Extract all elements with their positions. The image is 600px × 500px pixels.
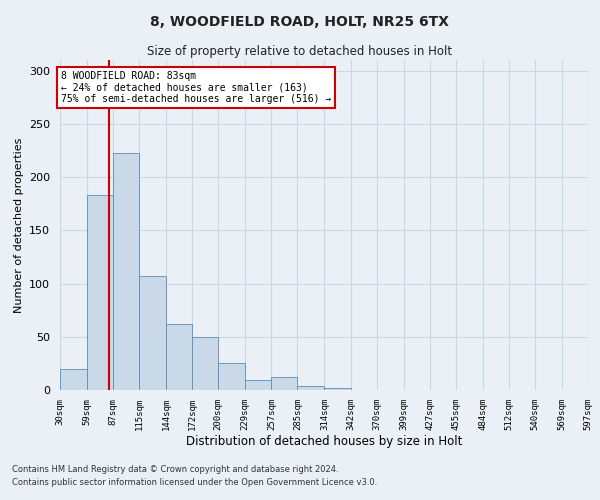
- X-axis label: Distribution of detached houses by size in Holt: Distribution of detached houses by size …: [186, 436, 462, 448]
- Bar: [87, 195, 113, 390]
- Text: Size of property relative to detached houses in Holt: Size of property relative to detached ho…: [148, 45, 452, 58]
- Bar: [139, 276, 166, 390]
- Bar: [298, 386, 325, 390]
- Bar: [245, 380, 271, 390]
- Bar: [192, 337, 218, 390]
- Bar: [218, 364, 245, 390]
- Text: Contains public sector information licensed under the Open Government Licence v3: Contains public sector information licen…: [12, 478, 377, 487]
- Bar: [113, 152, 139, 390]
- Text: Contains HM Land Registry data © Crown copyright and database right 2024.: Contains HM Land Registry data © Crown c…: [12, 466, 338, 474]
- Text: 8, WOODFIELD ROAD, HOLT, NR25 6TX: 8, WOODFIELD ROAD, HOLT, NR25 6TX: [151, 15, 449, 29]
- Bar: [166, 324, 192, 390]
- Bar: [60, 368, 87, 390]
- Bar: [271, 377, 298, 390]
- Y-axis label: Number of detached properties: Number of detached properties: [14, 138, 23, 312]
- Bar: [325, 388, 350, 390]
- Text: 8 WOODFIELD ROAD: 83sqm
← 24% of detached houses are smaller (163)
75% of semi-d: 8 WOODFIELD ROAD: 83sqm ← 24% of detache…: [61, 70, 331, 104]
